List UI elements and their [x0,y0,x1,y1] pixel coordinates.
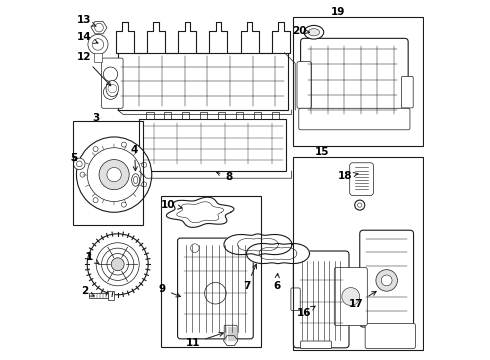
Circle shape [142,182,147,187]
Text: 11: 11 [186,332,223,348]
FancyBboxPatch shape [95,53,101,62]
Ellipse shape [132,174,140,186]
Text: 19: 19 [331,7,345,17]
Circle shape [88,35,108,54]
Ellipse shape [106,81,119,96]
Circle shape [107,167,122,182]
Polygon shape [246,243,310,264]
Text: 8: 8 [216,171,232,182]
FancyBboxPatch shape [108,291,114,300]
Bar [294,157,422,350]
Circle shape [93,198,98,203]
Text: 6: 6 [273,274,280,291]
FancyBboxPatch shape [291,288,300,311]
FancyBboxPatch shape [360,230,414,327]
FancyBboxPatch shape [297,62,311,108]
FancyBboxPatch shape [300,341,331,348]
Text: 15: 15 [315,147,329,157]
Text: 18: 18 [338,171,358,181]
Bar [161,196,261,347]
Circle shape [76,137,152,212]
Circle shape [122,142,126,147]
Text: 16: 16 [297,306,315,318]
Text: 10: 10 [161,200,182,210]
Circle shape [232,244,240,252]
Circle shape [122,202,126,207]
Circle shape [111,258,124,271]
FancyBboxPatch shape [365,323,416,348]
Circle shape [80,172,85,177]
FancyBboxPatch shape [401,76,413,108]
FancyBboxPatch shape [299,108,410,130]
FancyBboxPatch shape [118,53,288,110]
Circle shape [205,283,226,304]
Text: 4: 4 [131,144,138,171]
FancyBboxPatch shape [334,267,368,325]
FancyBboxPatch shape [350,163,373,195]
Circle shape [103,67,118,81]
Text: 5: 5 [70,153,77,163]
FancyBboxPatch shape [177,238,253,339]
FancyBboxPatch shape [139,119,286,171]
FancyBboxPatch shape [101,58,123,108]
Circle shape [74,158,85,170]
Ellipse shape [304,26,324,39]
Text: 3: 3 [93,113,100,123]
Bar [73,121,143,225]
Ellipse shape [308,29,319,36]
FancyBboxPatch shape [89,293,108,298]
Circle shape [376,270,397,291]
Circle shape [191,244,199,252]
Text: 7: 7 [243,264,257,291]
Polygon shape [224,234,292,255]
FancyBboxPatch shape [300,39,408,125]
Circle shape [142,162,147,167]
Polygon shape [167,197,234,228]
Circle shape [342,288,360,306]
Circle shape [87,234,148,295]
Circle shape [103,85,118,99]
Text: 20: 20 [292,26,310,36]
Circle shape [99,159,129,190]
Text: 13: 13 [76,15,96,26]
FancyBboxPatch shape [224,325,237,342]
Polygon shape [223,336,238,346]
Text: 9: 9 [159,284,180,297]
Text: 2: 2 [81,286,94,296]
Bar [294,17,422,146]
Text: 17: 17 [349,291,376,309]
Text: 14: 14 [76,32,98,44]
Circle shape [93,147,98,152]
Polygon shape [91,21,107,34]
Text: 12: 12 [76,52,111,86]
Circle shape [358,203,362,207]
Circle shape [381,275,392,286]
FancyBboxPatch shape [294,251,349,348]
Text: 1: 1 [85,252,99,264]
